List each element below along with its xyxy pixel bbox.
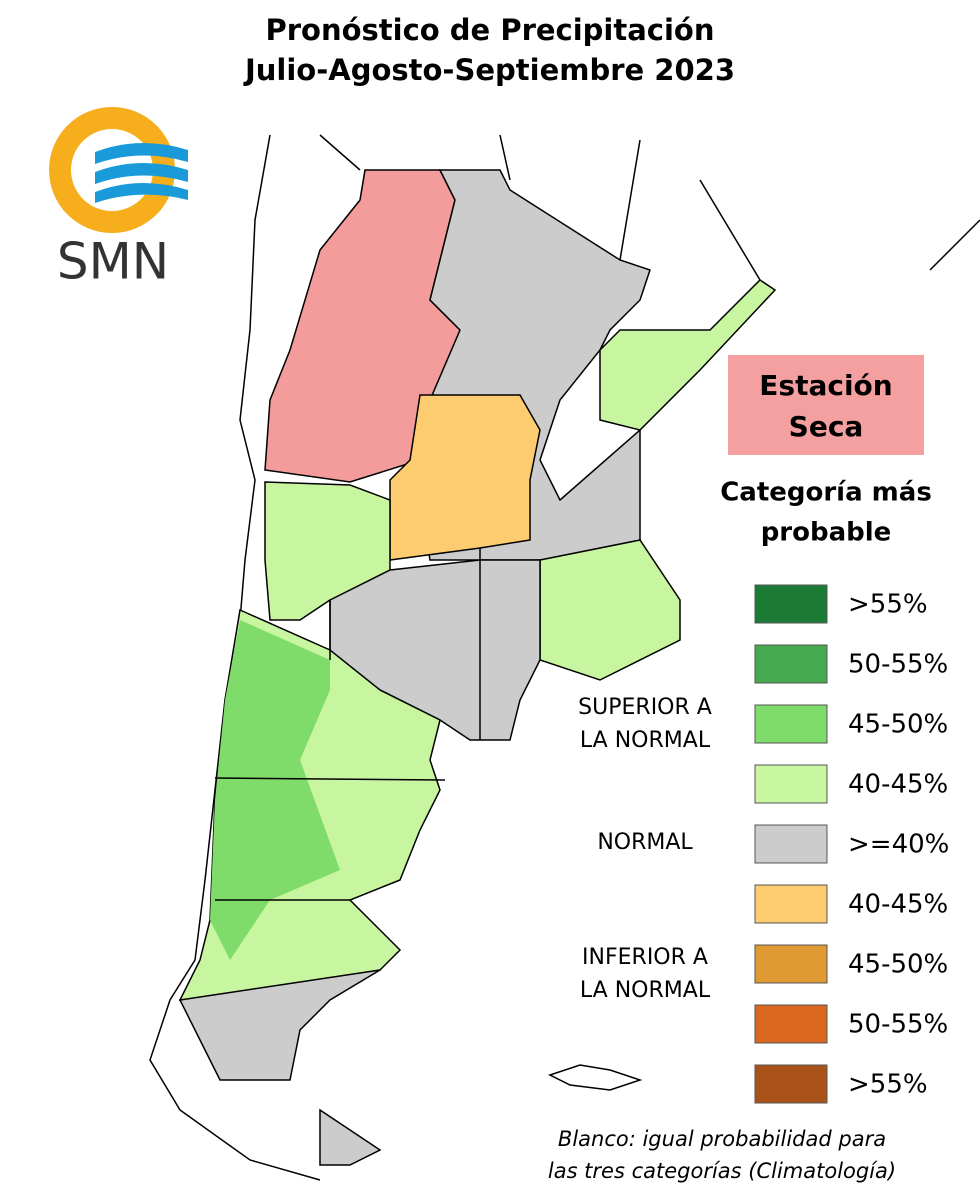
title: Pronóstico de Precipitación — [265, 13, 714, 47]
legend-title: probable — [761, 518, 892, 548]
logo: SMN — [49, 107, 188, 291]
legend-label: 40-45% — [848, 890, 948, 920]
title: Julio-Agosto-Septiembre 2023 — [243, 53, 735, 87]
group-label: SUPERIOR A — [578, 695, 712, 720]
legend-label: 40-45% — [848, 770, 948, 800]
group-label: INFERIOR A — [582, 945, 708, 970]
legend-label: >55% — [848, 1070, 928, 1100]
legend-label: 45-50% — [848, 950, 948, 980]
legend-swatch — [754, 1064, 828, 1104]
dry-season-label: Estación — [759, 369, 892, 402]
legend-label: 50-55% — [848, 1010, 948, 1040]
legend-label: 50-55% — [848, 650, 948, 680]
legend-swatch — [754, 644, 828, 684]
map — [149, 134, 980, 1181]
group-label: LA NORMAL — [580, 978, 711, 1003]
logo-text: SMN — [57, 233, 169, 291]
group-label: NORMAL — [597, 830, 693, 855]
legend-label: >55% — [848, 590, 928, 620]
footnote: Blanco: igual probabilidad para — [558, 1127, 886, 1151]
legend-swatch — [754, 944, 828, 984]
legend-swatch — [754, 704, 828, 744]
footnote: las tres categorías (Climatología) — [548, 1159, 896, 1183]
dry-season-label: Seca — [789, 410, 864, 443]
legend-swatch — [754, 1004, 828, 1044]
legend-swatch — [754, 764, 828, 804]
legend-swatch — [754, 824, 828, 864]
group-label: LA NORMAL — [580, 728, 711, 753]
legend-title: Categoría más — [720, 478, 932, 508]
legend-swatch — [754, 584, 828, 624]
legend-label: >=40% — [848, 830, 949, 860]
legend-label: 45-50% — [848, 710, 948, 740]
legend-swatch — [754, 884, 828, 924]
dry-season-box — [728, 355, 924, 455]
